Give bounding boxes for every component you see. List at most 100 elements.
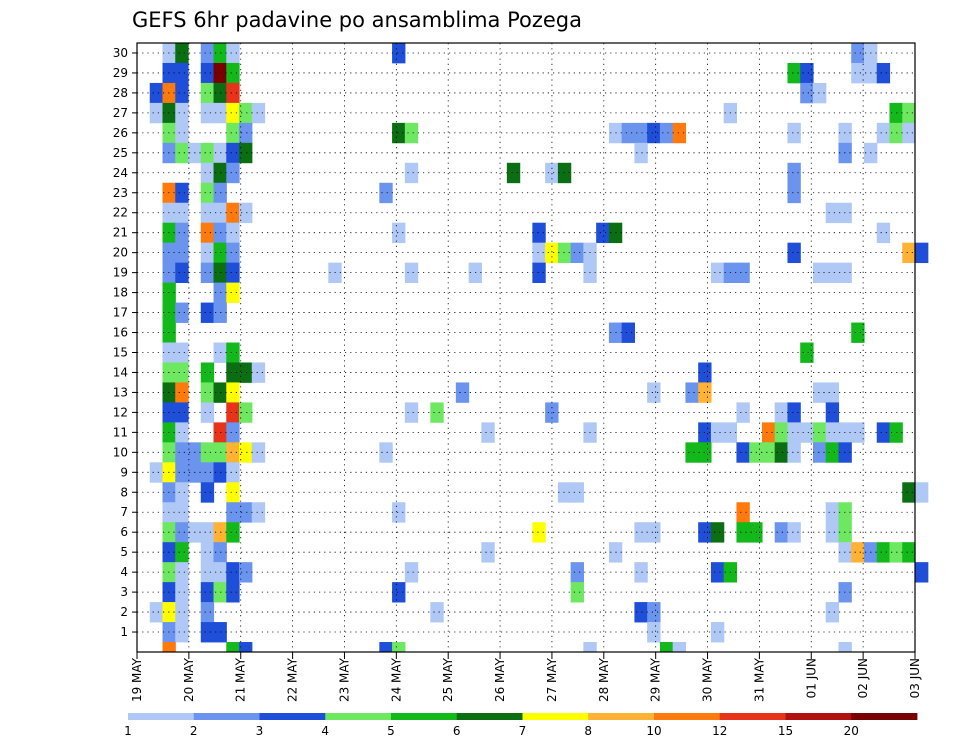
- colorbar-swatch: [128, 713, 195, 720]
- heatmap-cell: [392, 122, 406, 144]
- heatmap-cell: [812, 82, 827, 104]
- heatmap-cell: [226, 262, 240, 284]
- heatmap-cell: [175, 82, 189, 104]
- heatmap-cell: [200, 522, 215, 543]
- y-tick-label: 7: [120, 505, 128, 519]
- colorbar-label: 10: [646, 724, 661, 738]
- heatmap-cell: [392, 642, 406, 653]
- y-tick-label: 3: [120, 585, 128, 599]
- heatmap-cell: [226, 82, 240, 104]
- heatmap-cell: [404, 162, 419, 184]
- heatmap-cell: [545, 162, 559, 184]
- heatmap-cell: [226, 582, 240, 603]
- heatmap-cell: [787, 442, 801, 463]
- y-tick-label: 17: [113, 306, 128, 320]
- heatmap-cell: [213, 522, 227, 543]
- heatmap-cell: [532, 262, 546, 284]
- heatmap-cell: [710, 562, 725, 583]
- heatmap-cell: [876, 222, 891, 244]
- heatmap-cell: [200, 402, 215, 423]
- heatmap-cell: [430, 602, 444, 623]
- heatmap-cell: [213, 102, 227, 124]
- heatmap-cell: [812, 422, 827, 443]
- heatmap-cell: [213, 222, 227, 244]
- heatmap-cell: [226, 462, 240, 483]
- heatmap-cell: [851, 322, 865, 343]
- heatmap-cell: [226, 342, 240, 363]
- heatmap-cell: [812, 262, 827, 284]
- heatmap-cell: [226, 402, 240, 423]
- heatmap-cell: [251, 362, 266, 383]
- heatmap-cell: [621, 122, 636, 144]
- heatmap-cell: [481, 542, 495, 563]
- heatmap-cell: [570, 582, 584, 603]
- heatmap-cell: [226, 362, 240, 383]
- heatmap-cell: [226, 122, 240, 144]
- heatmap-cell: [379, 642, 393, 653]
- heatmap-cell: [200, 222, 215, 244]
- heatmap-cell: [710, 422, 725, 443]
- x-tick-label: 25 MAY: [441, 657, 455, 702]
- heatmap-cell: [226, 202, 240, 224]
- heatmap-cell: [226, 162, 240, 184]
- heatmap-cell: [239, 502, 253, 523]
- heatmap-cell: [226, 43, 240, 64]
- heatmap-cell: [915, 242, 929, 264]
- heatmap-cell: [200, 602, 215, 623]
- y-tick-label: 13: [113, 385, 128, 399]
- x-tick-label: 02 JUN: [856, 658, 870, 698]
- heatmap-cell: [200, 162, 215, 184]
- y-tick-label: 22: [113, 206, 128, 220]
- heatmap-cell: [902, 102, 916, 124]
- heatmap-cell: [915, 482, 929, 503]
- heatmap-cell: [659, 642, 674, 653]
- y-tick-label: 30: [113, 46, 128, 60]
- y-tick-label: 5: [120, 545, 128, 559]
- heatmap-cell: [200, 442, 215, 463]
- heatmap-cell: [736, 442, 750, 463]
- heatmap-cell: [175, 43, 189, 64]
- heatmap-cell: [392, 222, 406, 244]
- colorbar-swatch: [522, 713, 589, 720]
- heatmap-cell: [213, 43, 227, 64]
- heatmap-cell: [175, 182, 189, 204]
- heatmap-cell: [672, 642, 687, 653]
- heatmap-cell: [175, 522, 189, 543]
- y-tick-label: 10: [113, 445, 128, 459]
- heatmap-cell: [213, 342, 227, 363]
- heatmap-cell: [175, 422, 189, 443]
- colorbar-swatch: [588, 713, 655, 720]
- heatmap-cell: [213, 282, 227, 303]
- heatmap-cell: [812, 442, 827, 463]
- heatmap-cell: [239, 362, 253, 383]
- y-tick-label: 28: [113, 86, 128, 100]
- heatmap-cell: [404, 262, 419, 284]
- heatmap-cell: [583, 642, 597, 653]
- heatmap-cell: [200, 622, 215, 643]
- heatmap-cell: [392, 502, 406, 523]
- colorbar-label: 12: [712, 724, 727, 738]
- heatmap-cell: [634, 122, 648, 144]
- heatmap-cell: [175, 482, 189, 503]
- heatmap-cell: [213, 622, 227, 643]
- heatmap-cell: [175, 462, 189, 483]
- heatmap-cell: [876, 542, 891, 563]
- heatmap-cell: [175, 562, 189, 583]
- x-tick-label: 24 MAY: [389, 657, 403, 702]
- colorbar-swatch: [719, 713, 786, 720]
- heatmap-cell: [200, 462, 215, 483]
- x-tick-label: 23 MAY: [337, 657, 351, 702]
- heatmap-cell: [787, 242, 801, 264]
- heatmap-cell: [621, 322, 636, 343]
- heatmap-cell: [774, 422, 789, 443]
- heatmap-cell: [239, 442, 253, 463]
- heatmap-cell: [774, 522, 789, 543]
- colorbar-swatch: [325, 713, 392, 720]
- heatmap-cell: [379, 182, 393, 204]
- y-tick-label: 2: [120, 605, 128, 619]
- heatmap-cell: [175, 502, 189, 523]
- heatmap-cell: [162, 642, 176, 653]
- heatmap-cell: [200, 43, 215, 64]
- heatmap-cell: [787, 402, 801, 423]
